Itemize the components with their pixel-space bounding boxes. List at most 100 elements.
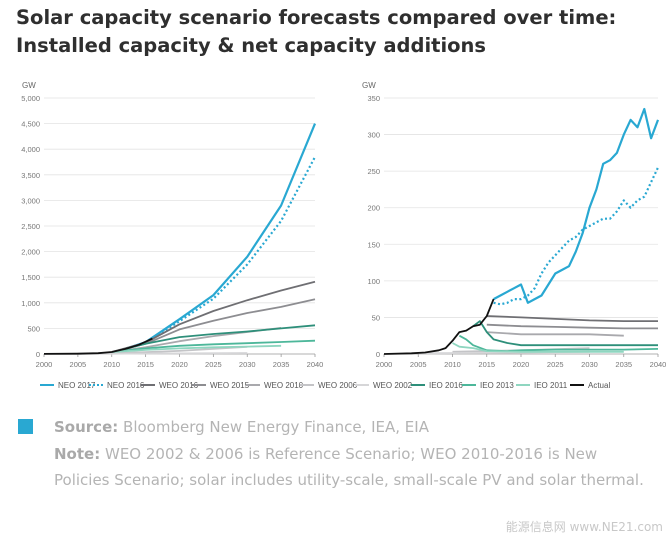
- source-marker: [18, 419, 33, 434]
- chart2-xtick-label: 2040: [650, 360, 667, 369]
- note-line: Note: WEO 2002 & 2006 is Reference Scena…: [54, 441, 654, 494]
- chart2-xtick-label: 2025: [547, 360, 564, 369]
- chart1-series-ieo-2011: [111, 344, 282, 353]
- chart1-xtick-label: 2000: [36, 360, 53, 369]
- chart2-ytick-label: 150: [367, 240, 380, 249]
- source-label: Source:: [54, 418, 119, 436]
- chart2-xtick-label: 2020: [513, 360, 530, 369]
- legend-label: IEO 2013: [480, 380, 514, 390]
- chart1-xtick-label: 2025: [205, 360, 222, 369]
- chart2-series-ieo-2011: [452, 342, 624, 353]
- chart1-xtick-label: 2035: [273, 360, 290, 369]
- chart1-ytick-label: 2,000: [21, 248, 40, 257]
- chart1-series-ieo-2013: [111, 339, 316, 353]
- chart1-ytick-label: 1,000: [21, 299, 40, 308]
- chart1-series-weo-2016: [111, 280, 316, 353]
- notes-block: Source: Bloomberg New Energy Finance, IE…: [54, 414, 654, 494]
- chart1-ylabel: GW: [22, 81, 36, 90]
- chart2-series-ieo-2016: [472, 320, 658, 347]
- source-text: Bloomberg New Energy Finance, IEA, EIA: [123, 418, 429, 436]
- legend-label: WEO 2002: [373, 380, 413, 390]
- legend-swatch: [462, 384, 476, 386]
- legend-item: IEO 2013: [462, 375, 514, 395]
- chart1-ytick-label: 4,000: [21, 145, 40, 154]
- chart1-ytick-label: 1,500: [21, 273, 40, 282]
- chart2-ytick-label: 0: [376, 350, 380, 359]
- chart2-ytick-label: 100: [367, 277, 380, 286]
- legend-swatch: [516, 384, 530, 386]
- legend-swatch: [411, 384, 425, 386]
- chart2-xtick-label: 2030: [581, 360, 598, 369]
- chart1-series-neo-2017: [124, 123, 317, 350]
- chart2-xtick-label: 2015: [478, 360, 495, 369]
- chart2-series-neo-2017: [493, 107, 660, 304]
- watermark: 能源信息网 www.NE21.com: [505, 520, 663, 534]
- legend-label: WEO 2010: [264, 380, 304, 390]
- chart1-xtick-label: 2005: [70, 360, 87, 369]
- chart1-ytick-label: 2,500: [21, 222, 40, 231]
- legend-label: IEO 2011: [534, 380, 568, 390]
- note-text: WEO 2002 & 2006 is Reference Scenario; W…: [54, 444, 644, 490]
- chart2-ytick-label: 200: [367, 204, 380, 213]
- chart2-series-neo-2016: [493, 167, 659, 306]
- chart1-series-neo-2016: [124, 156, 316, 350]
- legend-swatch: [570, 384, 584, 386]
- chart2-xtick-label: 2000: [376, 360, 393, 369]
- legend-item: WEO 2015: [192, 375, 249, 395]
- chart2-series-weo-2015: [486, 323, 658, 330]
- chart2-ytick-label: 350: [367, 94, 380, 103]
- legend-item: NEO 2016: [89, 375, 144, 395]
- chart1-ytick-label: 3,000: [21, 196, 40, 205]
- legend-swatch: [300, 384, 314, 386]
- chart1-ytick-label: 4,500: [21, 120, 40, 129]
- legend-label: WEO 2006: [318, 380, 358, 390]
- chart2-ytick-label: 50: [372, 313, 380, 322]
- legend-label: WEO 2015: [210, 380, 250, 390]
- chart2-series-weo-2016: [486, 315, 658, 323]
- legend-label: NEO 2017: [58, 380, 96, 390]
- legend-swatch: [89, 384, 103, 386]
- chart-legend: NEO 2017 NEO 2016 WEO 2016 WEO 2015 WEO 2010…: [40, 375, 660, 395]
- chart1-xtick-label: 2020: [171, 360, 188, 369]
- chart2-ylabel: GW: [362, 81, 376, 90]
- chart1-ytick-label: 0: [36, 350, 40, 359]
- chart1-xtick-label: 2015: [137, 360, 154, 369]
- legend-item: WEO 2010: [246, 375, 303, 395]
- legend-swatch: [141, 384, 155, 386]
- chart2-ytick-label: 300: [367, 131, 380, 140]
- chart1-ytick-label: 5,000: [21, 94, 40, 103]
- chart-title: Solar capacity scenario forecasts compar…: [16, 6, 617, 57]
- chart1-xtick-label: 2030: [239, 360, 256, 369]
- chart1-series-actual: [43, 337, 153, 355]
- legend-swatch: [192, 384, 206, 386]
- chart1-series-ieo-2016: [125, 324, 316, 350]
- chart2-series-weo-2010: [486, 331, 624, 337]
- legend-item: IEO 2016: [411, 375, 463, 395]
- legend-swatch: [355, 384, 369, 386]
- note-label: Note:: [54, 444, 101, 463]
- source-line: Source: Bloomberg New Energy Finance, IE…: [54, 414, 654, 441]
- legend-item: IEO 2011: [516, 375, 567, 395]
- legend-item: WEO 2016: [141, 375, 198, 395]
- legend-label: Actual: [588, 380, 611, 390]
- chart2-series-ieo-2013: [458, 334, 659, 353]
- charts-svg: GW05001,0001,5002,0002,5003,0003,5004,00…: [21, 81, 667, 369]
- legend-swatch: [40, 384, 54, 386]
- chart2-series-actual: [383, 298, 495, 355]
- chart1-ytick-label: 3,500: [21, 171, 40, 180]
- legend-item: WEO 2002: [355, 375, 412, 395]
- chart1-ytick-label: 500: [27, 324, 40, 333]
- chart2-ytick-label: 250: [367, 167, 380, 176]
- chart2-xtick-label: 2010: [444, 360, 461, 369]
- chart1-xtick-label: 2010: [103, 360, 120, 369]
- legend-item: Actual: [570, 375, 610, 395]
- legend-item: WEO 2006: [300, 375, 357, 395]
- legend-label: IEO 2016: [429, 380, 463, 390]
- chart2-xtick-label: 2005: [410, 360, 427, 369]
- legend-label: NEO 2016: [107, 380, 145, 390]
- chart1-xtick-label: 2040: [307, 360, 324, 369]
- legend-label: WEO 2016: [159, 380, 199, 390]
- legend-swatch: [246, 384, 260, 386]
- legend-item: NEO 2017: [40, 375, 95, 395]
- chart2-xtick-label: 2035: [615, 360, 632, 369]
